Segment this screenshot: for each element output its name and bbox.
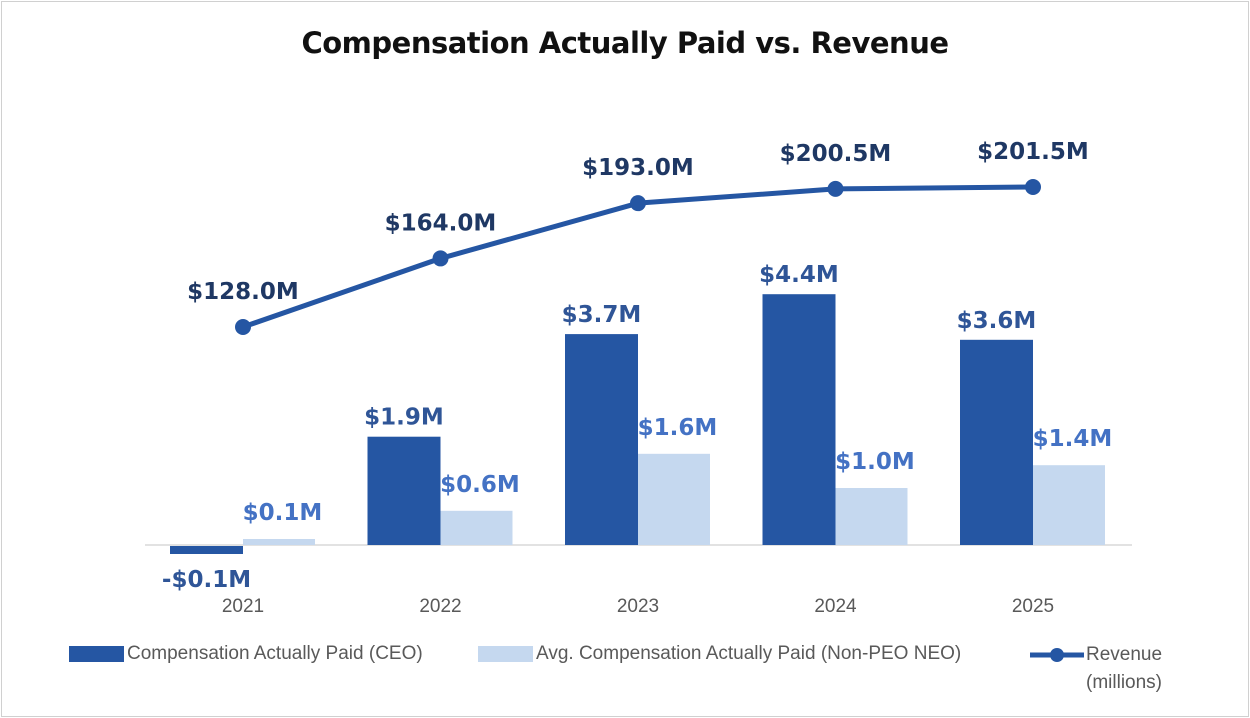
legend-swatch-neo xyxy=(478,646,533,662)
legend-swatch-ceo xyxy=(69,646,124,662)
data-label-ceo: $4.4M xyxy=(759,262,839,288)
x-tick-label: 2024 xyxy=(814,596,857,617)
data-label-neo: $1.0M xyxy=(835,449,915,475)
legend-item-neo: Avg. Compensation Actually Paid (Non-PEO… xyxy=(478,643,961,665)
data-label-ceo: $1.9M xyxy=(364,405,444,431)
chart-title: Compensation Actually Paid vs. Revenue xyxy=(301,26,949,60)
data-label-neo: $0.1M xyxy=(243,500,323,526)
revenue-point xyxy=(235,319,251,335)
legend-label-neo: Avg. Compensation Actually Paid (Non-PEO… xyxy=(536,643,962,664)
data-label-revenue: $193.0M xyxy=(582,155,694,181)
data-label-neo: $1.4M xyxy=(1033,426,1113,452)
data-label-neo: $0.6M xyxy=(440,472,520,498)
legend-label-revenue: Revenue xyxy=(1086,644,1163,665)
bar-neo xyxy=(1033,465,1105,545)
data-label-ceo: $3.7M xyxy=(562,302,642,328)
legend-label-ceo: Compensation Actually Paid (CEO) xyxy=(127,643,423,664)
bar-ceo xyxy=(565,334,638,545)
data-label-ceo: $3.6M xyxy=(957,308,1037,334)
data-label-revenue: $201.5M xyxy=(977,139,1089,165)
bar-ceo xyxy=(367,436,441,545)
bar-ceo xyxy=(762,294,836,545)
revenue-point xyxy=(432,250,449,267)
bar-neo xyxy=(243,539,315,545)
data-label-ceo: -$0.1M xyxy=(162,567,251,593)
bar-ceo xyxy=(960,339,1033,545)
bar-neo xyxy=(440,510,513,545)
bar-neo xyxy=(638,453,710,545)
revenue-point xyxy=(630,195,646,212)
x-tick-label: 2021 xyxy=(222,596,264,617)
legend-item-ceo: Compensation Actually Paid (CEO) xyxy=(69,643,423,665)
data-label-neo: $1.6M xyxy=(638,415,718,441)
data-label-revenue: $164.0M xyxy=(385,210,497,236)
revenue-point xyxy=(1025,178,1041,195)
bar-neo xyxy=(835,488,908,545)
bar-ceo xyxy=(170,546,243,554)
legend-item-revenue: Revenue (millions) xyxy=(1028,643,1162,697)
revenue-point xyxy=(827,180,844,197)
data-label-revenue: $128.0M xyxy=(187,279,299,305)
x-tick-label: 2025 xyxy=(1012,596,1054,617)
legend-line-marker-icon xyxy=(1030,648,1084,662)
data-label-revenue: $200.5M xyxy=(780,141,892,167)
x-tick-label: 2023 xyxy=(617,596,659,617)
legend-label-revenue-unit: (millions) xyxy=(1086,672,1162,693)
x-tick-label: 2022 xyxy=(419,596,461,617)
